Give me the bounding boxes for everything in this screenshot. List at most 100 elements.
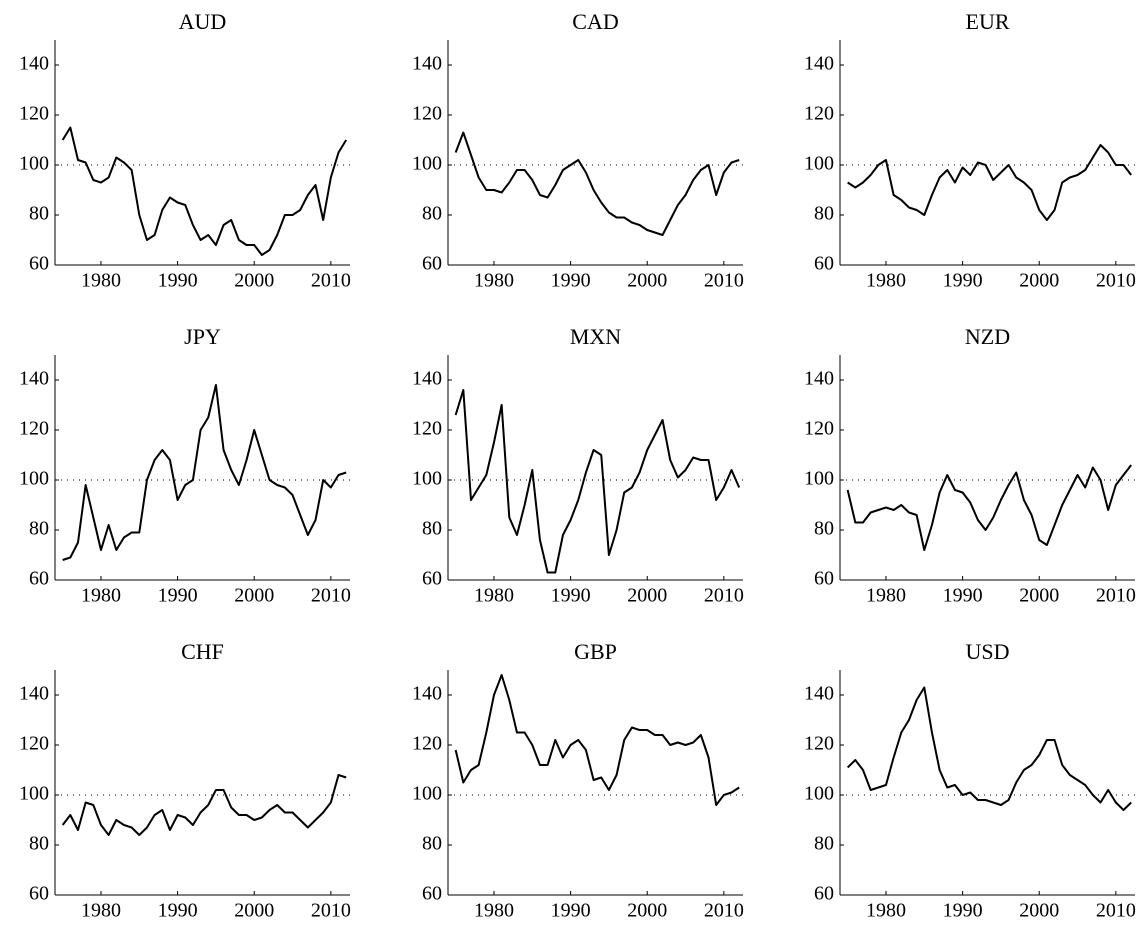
y-tick-label: 60 [814,253,834,275]
x-tick-label: 2010 [704,270,744,292]
x-tick-label: 2010 [311,585,351,607]
x-tick-label: 2010 [704,900,744,922]
data-line [846,686,1132,811]
x-tick-label: 1980 [81,585,121,607]
y-tick-label: 140 [19,683,49,705]
y-tick-label: 120 [804,733,834,755]
y-tick-label: 140 [804,683,834,705]
y-tick-label: 120 [804,418,834,440]
chart-title: CAD [572,9,618,34]
y-tick-label: 60 [422,883,442,905]
y-tick-label: 140 [412,683,442,705]
x-tick-label: 1990 [158,585,198,607]
y-tick-label: 100 [804,153,834,175]
y-tick-label: 100 [19,783,49,805]
x-tick-label: 2000 [234,270,274,292]
y-tick-label: 60 [814,568,834,590]
data-line [454,131,740,236]
y-tick-label: 80 [29,203,49,225]
y-tick-label: 120 [19,733,49,755]
x-tick-label: 2010 [311,270,351,292]
chart-title: EUR [966,9,1010,34]
x-tick-label: 1990 [158,270,198,292]
x-tick-label: 2000 [1019,585,1059,607]
data-line [846,464,1132,551]
x-tick-label: 2000 [234,585,274,607]
x-tick-label: 1990 [551,585,591,607]
x-tick-label: 2010 [704,585,744,607]
chart-title: USD [965,639,1009,664]
chart-title: CHF [181,639,224,664]
y-tick-label: 60 [814,883,834,905]
x-tick-label: 2000 [1019,900,1059,922]
y-tick-label: 140 [19,368,49,390]
x-tick-label: 1980 [866,270,906,292]
chart-title: NZD [965,324,1010,349]
y-tick-label: 120 [804,103,834,125]
y-tick-label: 60 [422,568,442,590]
x-tick-label: 1980 [81,270,121,292]
y-tick-label: 120 [412,103,442,125]
x-tick-label: 1990 [943,585,983,607]
y-tick-label: 140 [19,53,49,75]
y-tick-label: 80 [814,518,834,540]
x-tick-label: 1990 [551,900,591,922]
chart-title: MXN [570,324,621,349]
x-tick-label: 2000 [234,900,274,922]
chart-title: AUD [179,9,227,34]
y-tick-label: 60 [422,253,442,275]
y-tick-label: 100 [412,468,442,490]
y-tick-label: 80 [29,833,49,855]
y-tick-label: 60 [29,568,49,590]
x-tick-label: 1980 [474,270,514,292]
y-tick-label: 100 [19,468,49,490]
x-tick-label: 1980 [474,585,514,607]
x-tick-label: 2010 [311,900,351,922]
y-tick-label: 120 [19,103,49,125]
data-line [62,384,347,561]
data-line [61,126,348,256]
y-tick-label: 140 [804,53,834,75]
y-tick-label: 80 [29,518,49,540]
x-tick-label: 2010 [1096,900,1136,922]
chart-title: JPY [184,324,221,349]
data-line [454,389,741,574]
x-tick-label: 1990 [943,900,983,922]
y-tick-label: 140 [412,368,442,390]
y-tick-label: 100 [804,468,834,490]
y-tick-label: 60 [29,883,49,905]
x-tick-label: 2010 [1096,270,1136,292]
x-tick-label: 1980 [81,900,121,922]
y-tick-label: 140 [412,53,442,75]
x-tick-label: 2000 [627,900,667,922]
y-tick-label: 100 [412,153,442,175]
y-tick-label: 120 [412,733,442,755]
x-tick-label: 2010 [1096,585,1136,607]
y-tick-label: 80 [814,833,834,855]
y-tick-label: 120 [412,418,442,440]
x-tick-label: 2000 [627,585,667,607]
data-line [454,674,740,806]
y-tick-label: 80 [422,518,442,540]
x-tick-label: 1980 [474,900,514,922]
chart-title: GBP [574,639,617,664]
y-tick-label: 100 [19,153,49,175]
y-tick-label: 80 [422,203,442,225]
x-tick-label: 2000 [1019,270,1059,292]
y-tick-label: 140 [804,368,834,390]
y-tick-label: 120 [19,418,49,440]
x-tick-label: 1980 [866,585,906,607]
x-tick-label: 1990 [551,270,591,292]
y-tick-label: 100 [412,783,442,805]
x-tick-label: 1980 [866,900,906,922]
data-line [847,144,1132,221]
x-tick-label: 1990 [158,900,198,922]
y-tick-label: 80 [814,203,834,225]
data-line [61,774,347,836]
x-tick-label: 2000 [627,270,667,292]
y-tick-label: 80 [422,833,442,855]
y-tick-label: 60 [29,253,49,275]
y-tick-label: 100 [804,783,834,805]
x-tick-label: 1990 [943,270,983,292]
